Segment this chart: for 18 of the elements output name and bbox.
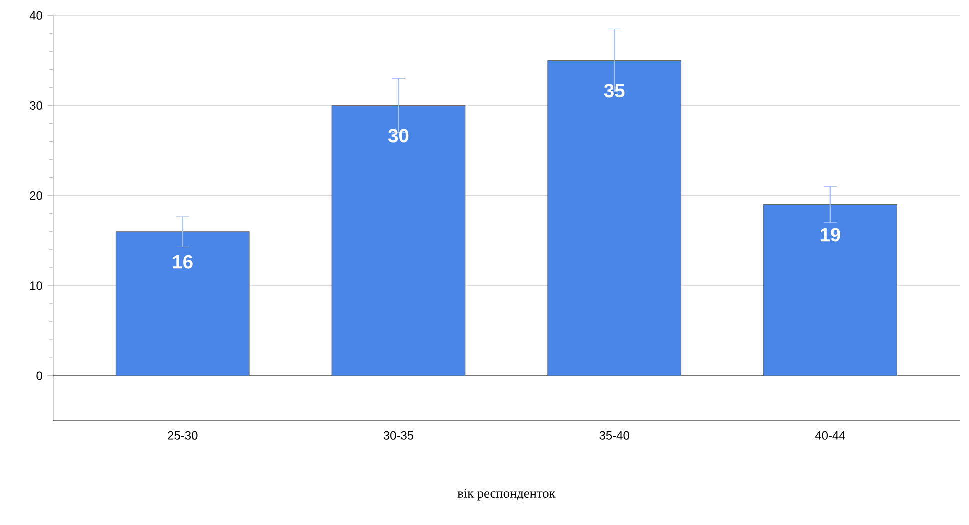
bar bbox=[548, 60, 682, 376]
x-tick-label: 30-35 bbox=[384, 431, 414, 440]
data-label: 19 bbox=[821, 228, 840, 242]
bar bbox=[764, 204, 898, 376]
y-tick-label: 20 bbox=[30, 192, 42, 200]
x-tick-label: 40-44 bbox=[815, 431, 846, 440]
data-label: 16 bbox=[173, 255, 193, 269]
data-label: 30 bbox=[388, 129, 409, 143]
y-tick-label: 10 bbox=[30, 282, 42, 290]
y-tick-label: 40 bbox=[30, 11, 42, 20]
x-axis-title: вік респонденток bbox=[458, 489, 556, 501]
data-label: 35 bbox=[604, 84, 625, 98]
bar bbox=[332, 105, 466, 376]
x-tick-label: 25-30 bbox=[168, 431, 198, 440]
y-tick-label: 0 bbox=[36, 372, 42, 380]
x-tick-label: 35-40 bbox=[600, 431, 630, 440]
y-tick-label: 30 bbox=[30, 101, 42, 110]
bar bbox=[116, 232, 250, 376]
